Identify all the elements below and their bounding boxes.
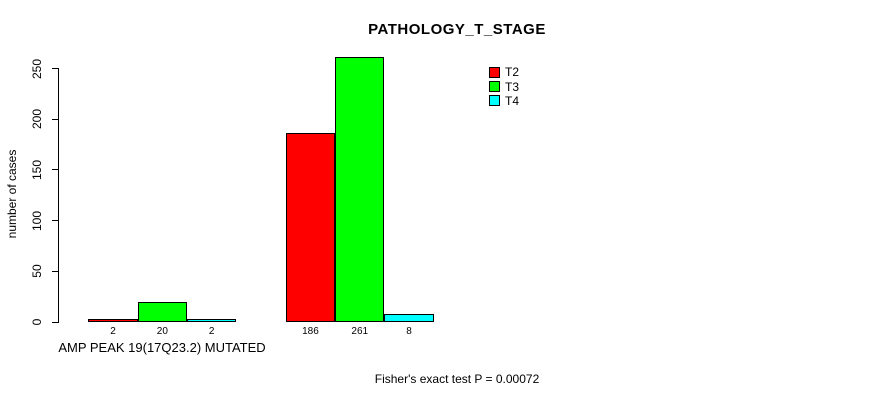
bar-value-label: 8 [406, 326, 412, 337]
y-tick [52, 68, 59, 69]
legend-label: T3 [505, 79, 520, 94]
legend-swatch-icon [489, 95, 500, 107]
bar-t4-group2 [384, 313, 434, 322]
bar-t2-group1 [88, 319, 138, 322]
legend-swatch-icon [489, 81, 500, 93]
x-category-label: AMP PEAK 19(17Q23.2) MUTATED [58, 340, 266, 355]
bar-value-label: 186 [302, 326, 319, 337]
legend-swatch-icon [489, 66, 500, 78]
bar-value-label: 261 [351, 326, 369, 337]
y-tick [52, 169, 59, 171]
y-tick [52, 220, 59, 222]
y-tick [52, 270, 59, 272]
bar-t2-group2 [285, 133, 336, 322]
legend-item-t3: T3 [489, 79, 519, 93]
legend-label: T2 [505, 65, 520, 80]
y-axis-line [58, 68, 59, 322]
y-tick [52, 118, 59, 120]
y-tick-label: 250 [29, 58, 44, 79]
y-axis-label: number of cases [5, 149, 19, 239]
footer-stat-text: Fisher's exact test P = 0.00072 [374, 372, 540, 386]
y-tick [52, 321, 59, 323]
legend-item-t2: T2 [489, 65, 519, 79]
chart-title: PATHOLOGY_T_STAGE [368, 21, 546, 38]
bar-value-label: 2 [110, 326, 116, 337]
bar-value-label: 2 [208, 326, 215, 337]
legend-item-t4: T4 [489, 94, 519, 108]
bar-t4-group1 [187, 319, 237, 322]
bar-t3-group1 [137, 301, 187, 322]
bar-value-label: 20 [156, 326, 168, 337]
bar-t3-group2 [335, 57, 385, 322]
legend-label: T4 [505, 93, 520, 108]
legend: T2 T3 T4 [489, 65, 519, 108]
